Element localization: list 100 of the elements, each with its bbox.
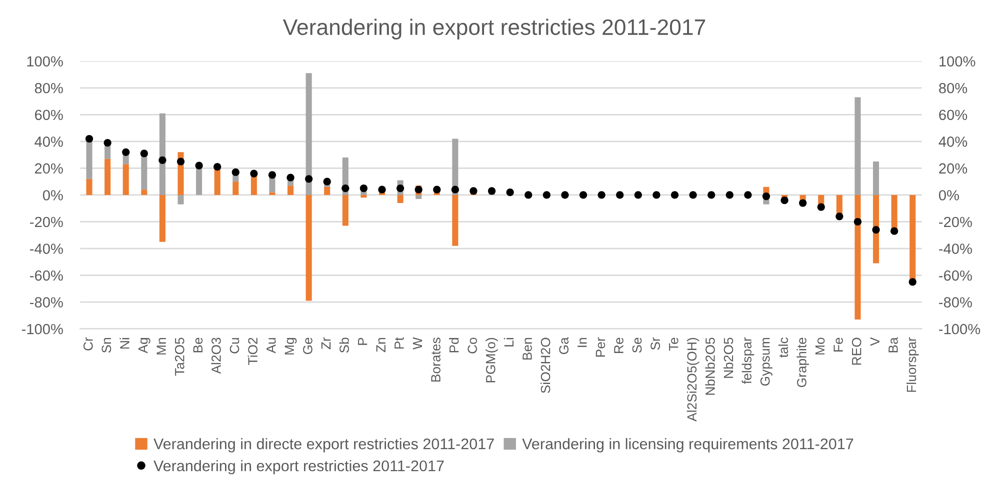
point <box>708 191 716 199</box>
x-tick-label: In <box>578 338 587 347</box>
point <box>670 191 679 199</box>
x-tick-label: feldspar <box>742 337 754 384</box>
x-tick-label: Au <box>266 338 276 354</box>
x-tick-label: P <box>358 338 368 345</box>
y-tick-label: -20% <box>30 216 63 228</box>
x-tick-label: PGM(o) <box>486 338 498 382</box>
x-tick-label: REO <box>852 338 862 365</box>
point <box>396 184 404 192</box>
x-tick-label: Al2Si2O5(OH) <box>686 338 700 422</box>
x-tick-label: Zr <box>321 337 331 350</box>
x-tick-label: Ag <box>138 338 150 354</box>
y2-tick-label: 40% <box>938 136 968 147</box>
bar <box>104 158 111 195</box>
x-tick-label: talc <box>778 338 788 358</box>
x-tick-label: Ni <box>120 338 130 349</box>
point <box>433 186 441 194</box>
y-tick-label: 80% <box>34 82 63 94</box>
y2-tick-label: 20% <box>939 163 968 174</box>
y-tick-label: 100% <box>27 56 63 67</box>
y-tick-label: 0% <box>42 190 63 200</box>
point <box>542 191 550 199</box>
point <box>799 199 807 207</box>
point <box>579 191 588 199</box>
y2-tick-label: -60% <box>939 270 972 281</box>
bar <box>159 113 166 195</box>
bar <box>324 186 330 195</box>
point <box>104 138 112 147</box>
chart-title: Verandering in export restricties 2011-2017 <box>282 18 706 40</box>
point <box>122 148 130 156</box>
y2-tick-label: 0% <box>938 190 959 200</box>
x-tick-label: Al2O3 <box>211 338 221 374</box>
x-tick-label: Nb2O5 <box>723 338 734 378</box>
y-tick-label: -40% <box>30 244 63 254</box>
bar <box>416 194 422 199</box>
point <box>323 178 331 186</box>
x-tick-label: Sr <box>650 337 660 350</box>
point <box>689 191 697 199</box>
point <box>652 191 660 199</box>
point <box>140 150 148 158</box>
x-tick-label: Se <box>632 338 642 353</box>
x-tick-label: Be <box>193 338 203 352</box>
point <box>250 170 258 178</box>
bar <box>397 194 404 203</box>
point <box>836 212 844 220</box>
point <box>470 187 478 195</box>
x-tick-label: Ba <box>888 337 898 352</box>
point <box>854 218 862 226</box>
x-tick-label: Mo <box>815 338 825 354</box>
point <box>451 186 459 194</box>
x-tick-label: Graphite <box>796 338 809 388</box>
x-tick-label: Ben <box>522 338 532 360</box>
x-tick-label: Fluorspar <box>906 337 919 392</box>
x-tick-label: SiO2H2O <box>540 338 550 394</box>
x-tick-label: Ta2O5 <box>174 338 184 376</box>
point <box>305 175 313 183</box>
point <box>506 188 514 196</box>
x-tick-label: Pt <box>394 337 404 349</box>
x-tick-label: Mg <box>284 338 297 354</box>
bar <box>159 194 166 242</box>
x-tick-label: Cu <box>230 338 240 354</box>
point <box>872 226 880 234</box>
point <box>378 186 386 194</box>
bar <box>452 194 458 246</box>
legend-label: Verandering in licensing requirements 2011-2017 <box>522 438 854 452</box>
point <box>634 191 642 199</box>
point <box>214 163 222 171</box>
x-tick-label: V <box>870 337 880 346</box>
x-tick-label: Li <box>504 338 514 346</box>
bar <box>872 162 880 195</box>
point <box>762 192 770 200</box>
y-tick-label: -80% <box>30 297 63 308</box>
point <box>268 171 276 179</box>
point <box>726 191 734 199</box>
x-tick-label: TiO2 <box>248 338 258 365</box>
bar <box>288 186 294 195</box>
x-tick-label: Ge <box>303 338 312 354</box>
bar <box>269 192 276 195</box>
y2-tick-label: 80% <box>939 82 968 94</box>
bar <box>306 73 312 195</box>
y2-tick-label: 100% <box>940 56 976 67</box>
bar <box>86 178 92 195</box>
point <box>524 191 532 199</box>
x-tick-label: Mn <box>156 338 166 354</box>
x-tick-label: Co <box>468 338 478 354</box>
y-tick-label: 20% <box>34 163 63 174</box>
point <box>616 191 624 199</box>
y2-tick-label: -80% <box>939 297 972 308</box>
x-tick-label: W <box>412 337 422 350</box>
point <box>158 156 166 164</box>
point <box>817 203 825 211</box>
y2-tick-label: -100% <box>939 324 980 334</box>
x-tick-label: Sb <box>339 338 349 353</box>
x-tick-label: NbNb2O5 <box>705 338 715 395</box>
bar <box>854 194 861 320</box>
y2-tick-label: -20% <box>939 216 972 228</box>
point <box>598 191 606 199</box>
legend-label: Verandering in export restricties 2011-2017 <box>154 460 444 474</box>
point <box>561 191 569 199</box>
